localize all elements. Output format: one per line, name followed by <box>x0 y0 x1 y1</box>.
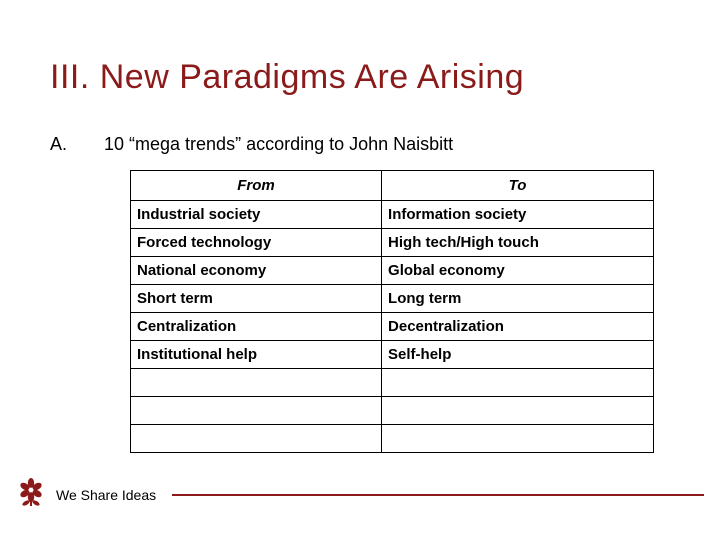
col-header-to: To <box>382 171 654 201</box>
trends-table: From To Industrial societyInformation so… <box>130 170 654 453</box>
subtitle-text: 10 “mega trends” according to John Naisb… <box>104 134 680 155</box>
table-cell <box>131 369 382 397</box>
table-cell: Decentralization <box>382 313 654 341</box>
table-cell <box>131 397 382 425</box>
table-cell: Industrial society <box>131 201 382 229</box>
list-marker: A. <box>50 134 104 155</box>
table-cell: High tech/High touch <box>382 229 654 257</box>
footer-tagline: We Share Ideas <box>56 487 156 503</box>
table-row <box>131 397 654 425</box>
table-row: Industrial societyInformation society <box>131 201 654 229</box>
flower-logo-icon <box>16 478 46 512</box>
table-cell: Self-help <box>382 341 654 369</box>
table-cell <box>382 369 654 397</box>
table-row: National economyGlobal economy <box>131 257 654 285</box>
table-row <box>131 425 654 453</box>
table-row: Short termLong term <box>131 285 654 313</box>
slide-footer: We Share Ideas <box>16 478 704 512</box>
slide-title: III. New Paradigms Are Arising <box>50 58 680 97</box>
table-row: Institutional helpSelf-help <box>131 341 654 369</box>
table-cell: Long term <box>382 285 654 313</box>
table-cell: Forced technology <box>131 229 382 257</box>
col-header-from: From <box>131 171 382 201</box>
table-row: CentralizationDecentralization <box>131 313 654 341</box>
table-cell: Short term <box>131 285 382 313</box>
footer-rule <box>172 494 704 496</box>
table-cell <box>382 397 654 425</box>
table-cell: Centralization <box>131 313 382 341</box>
table-cell: Institutional help <box>131 341 382 369</box>
table-cell <box>131 425 382 453</box>
table-cell <box>382 425 654 453</box>
table-header-row: From To <box>131 171 654 201</box>
table-cell: Global economy <box>382 257 654 285</box>
table-cell: Information society <box>382 201 654 229</box>
table-row: Forced technologyHigh tech/High touch <box>131 229 654 257</box>
table-cell: National economy <box>131 257 382 285</box>
table-row <box>131 369 654 397</box>
subtitle-row: A. 10 “mega trends” according to John Na… <box>50 134 680 155</box>
